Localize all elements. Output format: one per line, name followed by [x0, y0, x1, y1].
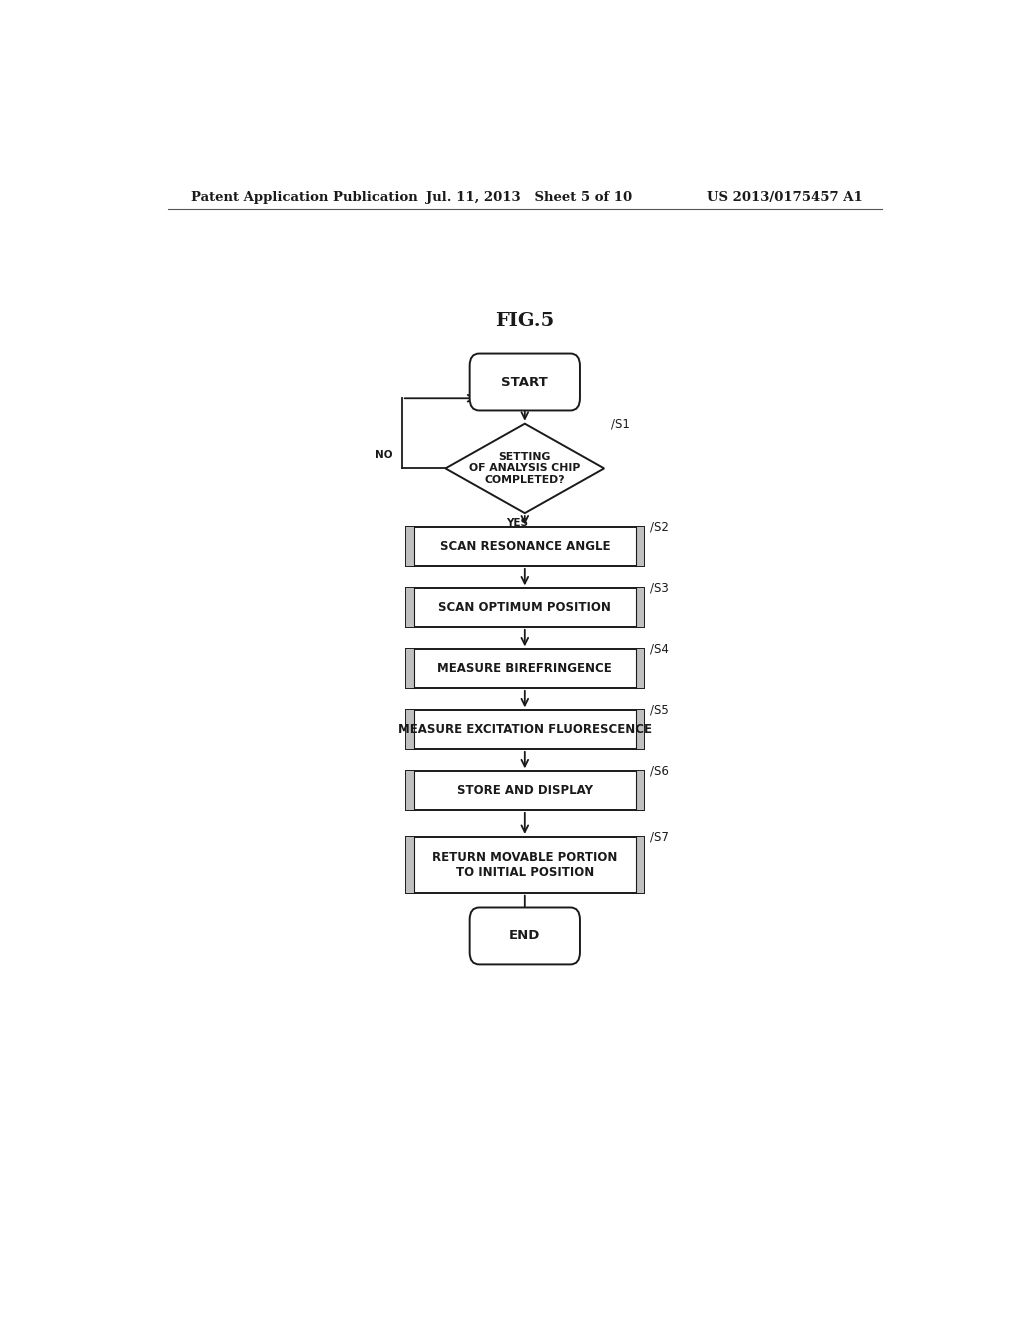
Text: NO: NO	[375, 450, 392, 461]
Bar	[406, 837, 414, 892]
Text: RETURN MOVABLE PORTION
TO INITIAL POSITION: RETURN MOVABLE PORTION TO INITIAL POSITI…	[432, 851, 617, 879]
Text: /S7: /S7	[650, 830, 669, 843]
Bar	[406, 771, 644, 810]
Text: /S6: /S6	[650, 764, 669, 777]
Text: MEASURE BIREFRINGENCE: MEASURE BIREFRINGENCE	[437, 663, 612, 675]
Bar	[406, 649, 414, 688]
Bar	[406, 710, 414, 748]
Text: /S3: /S3	[650, 582, 669, 595]
Text: /S5: /S5	[650, 704, 669, 717]
Text: /S4: /S4	[650, 643, 669, 656]
Bar	[636, 589, 644, 627]
Bar	[636, 771, 644, 810]
Text: START: START	[502, 375, 548, 388]
Text: SCAN RESONANCE ANGLE: SCAN RESONANCE ANGLE	[439, 540, 610, 553]
Text: SETTING
OF ANALYSIS CHIP
COMPLETED?: SETTING OF ANALYSIS CHIP COMPLETED?	[469, 451, 581, 484]
Text: Patent Application Publication: Patent Application Publication	[191, 190, 418, 203]
Bar	[406, 771, 414, 810]
Bar	[406, 589, 644, 627]
Text: MEASURE EXCITATION FLUORESCENCE: MEASURE EXCITATION FLUORESCENCE	[397, 723, 652, 737]
Bar	[636, 528, 644, 566]
Bar	[406, 710, 644, 748]
Text: /S1: /S1	[610, 417, 630, 430]
Text: END: END	[509, 929, 541, 942]
Bar	[406, 589, 414, 627]
Bar	[636, 710, 644, 748]
Text: Jul. 11, 2013   Sheet 5 of 10: Jul. 11, 2013 Sheet 5 of 10	[426, 190, 632, 203]
Text: FIG.5: FIG.5	[496, 312, 554, 330]
Text: STORE AND DISPLAY: STORE AND DISPLAY	[457, 784, 593, 797]
FancyBboxPatch shape	[470, 354, 580, 411]
Bar	[406, 528, 414, 566]
Text: YES: YES	[506, 519, 527, 528]
Bar	[636, 837, 644, 892]
Bar	[406, 837, 644, 892]
Bar	[406, 649, 644, 688]
Text: US 2013/0175457 A1: US 2013/0175457 A1	[708, 190, 863, 203]
FancyBboxPatch shape	[470, 907, 580, 965]
Polygon shape	[445, 424, 604, 513]
Text: SCAN OPTIMUM POSITION: SCAN OPTIMUM POSITION	[438, 601, 611, 614]
Bar	[406, 528, 644, 566]
Bar	[636, 649, 644, 688]
Text: /S2: /S2	[650, 521, 669, 533]
